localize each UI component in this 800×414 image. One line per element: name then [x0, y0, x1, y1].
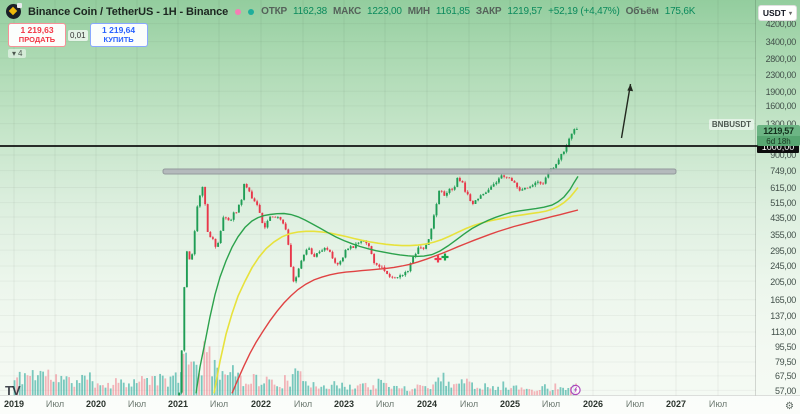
time-axis-label-Июл: Июл [293, 399, 313, 409]
sell-button[interactable]: 1 219,63 ПРОДАТЬ [8, 23, 66, 48]
currency-dropdown-value: USDT [762, 8, 786, 18]
volume-label: Объём [625, 6, 659, 17]
time-axis[interactable]: 2019 Июл 2020 Июл 2021 Июл 2022 Июл 2023 Июл 2024 И… [0, 395, 800, 414]
time-axis-label-2027: 2027 [665, 399, 687, 409]
close-label: ЗАКР [475, 6, 502, 17]
price-axis-label: 1300,00 [766, 119, 797, 129]
price-axis[interactable]: 4200,00 3400,00 2800,00 2300,00 1900,00 1600,… [755, 0, 800, 396]
price-axis-label: 79,50 [774, 357, 796, 368]
plot-area [0, 0, 756, 396]
buy-price: 1 219,64 [102, 25, 136, 35]
event-marker-icon[interactable] [570, 384, 581, 396]
ma-fast-green-line[interactable] [195, 176, 579, 394]
trade-panel: 1 219,63 ПРОДАТЬ 0,01 1 219,64 КУПИТЬ [8, 23, 148, 48]
time-axis-label-2021: 2021 [167, 399, 189, 409]
chevron-down-icon: ▾ [12, 49, 17, 58]
bnb-diamond-icon [9, 7, 18, 16]
price-axis-label: 57,00 [774, 385, 796, 396]
time-axis-label-2025: 2025 [499, 399, 521, 409]
price-axis-label: 2800,00 [765, 53, 797, 64]
time-axis-label-2022: 2022 [250, 399, 272, 409]
high-label: МАКС [333, 6, 361, 17]
last-price-value: 1219,57 [757, 125, 800, 137]
price-axis-label: 205,00 [770, 276, 796, 287]
price-axis-label: 435,00 [770, 212, 796, 223]
sell-price: 1 219,63 [20, 25, 54, 35]
price-axis-label: 113,00 [770, 327, 796, 338]
bar-countdown: 6d 18h [757, 136, 800, 147]
price-axis-label: 515,00 [770, 198, 796, 209]
price-axis-label: 4200,00 [765, 19, 797, 30]
change-value: +52,19 (+4,47%) [548, 6, 620, 17]
symbol-logo-icon [6, 3, 22, 19]
buy-button[interactable]: 1 219,64 КУПИТЬ [89, 23, 148, 48]
plus-marker [434, 255, 442, 263]
price-line-symbol-chip: BNBUSDT [708, 119, 754, 130]
spread-value: 0,01 [68, 29, 88, 41]
price-axis-label: 95,50 [774, 341, 796, 352]
price-axis-label: 2300,00 [765, 70, 797, 81]
close-value: 1219,57 [507, 6, 543, 17]
time-axis-label-2020: 2020 [85, 399, 107, 409]
time-axis-label-Июл: Июл [45, 399, 65, 409]
alert-dot-icon [235, 8, 242, 15]
sell-button-label: ПРОДАТЬ [18, 34, 56, 44]
low-value: 1161,85 [435, 6, 470, 17]
ohlc-row: ОТКР 1162,38 МАКС 1223,00 МИН 1161,85 ЗА… [261, 6, 695, 17]
time-axis-label-Июл: Июл [127, 399, 147, 409]
currency-dropdown[interactable]: USDT ▾ [757, 5, 797, 21]
arrow-drawing[interactable] [620, 83, 634, 139]
open-label: ОТКР [261, 6, 288, 17]
time-axis-label-Июл: Июл [209, 399, 229, 409]
time-axis-label-2019: 2019 [3, 399, 25, 409]
high-value: 1223,00 [367, 6, 402, 17]
volume-value: 175,6K [664, 6, 696, 17]
time-axis-label-Июл: Июл [459, 399, 479, 409]
price-axis-label: 615,00 [770, 182, 796, 193]
chevron-down-icon: ▾ [788, 10, 792, 17]
time-axis-label-2023: 2023 [333, 399, 355, 409]
price-axis-label: 900,00 [770, 150, 796, 161]
logo-badge-icon [17, 3, 22, 8]
volume-bars [13, 341, 577, 396]
plus-marker [441, 253, 449, 261]
status-dot-icon [248, 8, 255, 15]
collapsed-indicators-count: 4 [18, 49, 23, 58]
time-axis-label-2026: 2026 [582, 399, 604, 409]
open-value: 1162,38 [293, 6, 328, 17]
price-axis-label: 749,00 [770, 166, 796, 177]
time-axis-label-Июл: Июл [625, 399, 645, 409]
low-label: МИН [407, 6, 430, 17]
time-axis-label-Июл: Июл [708, 399, 728, 409]
price-axis-label: 3400,00 [765, 37, 797, 48]
tradingview-watermark: TV [5, 383, 21, 398]
chart-header: Binance Coin / TetherUS - 1H - Binance О… [6, 3, 695, 19]
buy-button-label: КУПИТЬ [103, 34, 134, 44]
collapsed-indicators-chip[interactable]: ▾ 4 [8, 49, 27, 58]
price-axis-label: 245,00 [770, 261, 796, 272]
time-axis-label-2024: 2024 [416, 399, 438, 409]
price-axis-label: 1900,00 [765, 86, 797, 97]
gear-icon[interactable]: ⚙ [785, 401, 794, 412]
grid-lines [0, 0, 756, 396]
last-price-tag: 1219,57 6d 18h [757, 125, 800, 147]
price-axis-label: 137,00 [770, 311, 796, 322]
price-axis-label: 67,50 [774, 371, 796, 382]
time-axis-label-Июл: Июл [541, 399, 561, 409]
resistance-bar-drawing[interactable] [162, 168, 677, 175]
time-axis-label-Июл: Июл [375, 399, 395, 409]
price-axis-label: 355,00 [770, 229, 796, 240]
ma-mid-yellow-line[interactable] [213, 187, 579, 394]
ma-slow-red-line[interactable] [231, 209, 579, 394]
price-axis-label: 165,00 [770, 295, 796, 306]
price-axis-label: 295,00 [770, 245, 796, 256]
symbol-title: Binance Coin / TetherUS - 1H - Binance [28, 5, 229, 18]
price-axis-label: 1600,00 [765, 101, 797, 112]
